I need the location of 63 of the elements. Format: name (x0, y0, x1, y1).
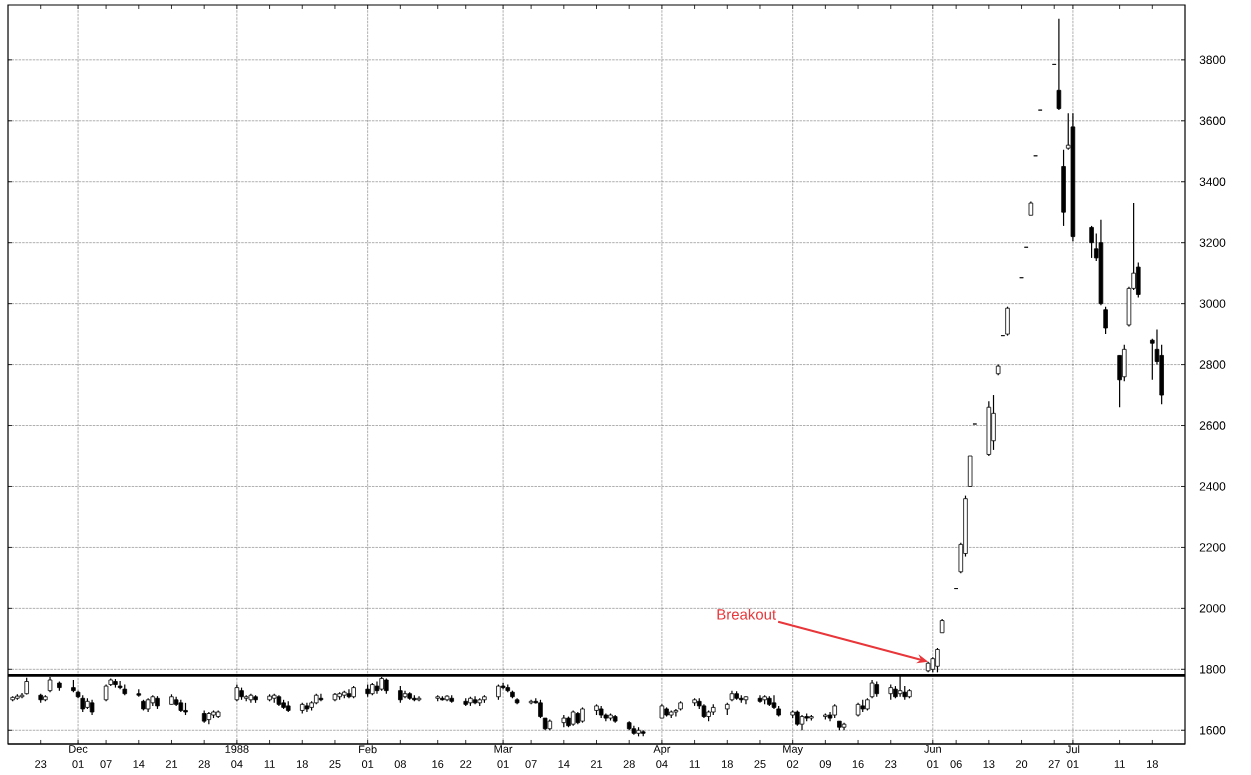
candlestick (318, 693, 324, 702)
y-tick-label: 3400 (1199, 177, 1226, 186)
x2-tick-label: Feb (359, 745, 377, 754)
x-tick-label: 08 (394, 760, 406, 768)
x-tick-label: 01 (361, 760, 374, 768)
x-tick-label: 07 (100, 760, 112, 768)
x-tick-label: 28 (623, 760, 635, 768)
x-tick-label: 01 (72, 760, 84, 768)
x-tick-label: 16 (852, 760, 864, 768)
candlestick (869, 679, 875, 699)
x-tick-label: 09 (819, 760, 831, 768)
x-tick-label: 18 (296, 760, 308, 768)
candlestick (346, 688, 352, 699)
x2-tick-label: Jul (1066, 745, 1080, 754)
x-tick-label: 14 (133, 760, 145, 768)
x-tick-label: 01 (1067, 760, 1079, 768)
x2-tick-label: Dec (69, 745, 88, 753)
x2-tick-label: 1988 (225, 745, 249, 753)
x2-tick-label: May (783, 745, 803, 755)
x-tick-label: 11 (1114, 760, 1125, 768)
x-tick-label: 25 (754, 760, 766, 768)
candlestick (1103, 306, 1108, 335)
x-tick-label: 18 (1147, 760, 1158, 768)
x-tick-label: 06 (950, 760, 962, 768)
x-tick-label: 01 (497, 760, 509, 768)
y-tick-label: 1800 (1200, 665, 1226, 674)
x-tick-label: 21 (590, 760, 603, 768)
x-tick-label: 11 (689, 760, 700, 768)
x-tick-label: 07 (525, 760, 537, 768)
x-tick-label: 21 (165, 760, 178, 768)
candlestick (1089, 225, 1094, 259)
x-tick-label: 18 (722, 760, 733, 768)
x-tick-label: 04 (231, 760, 243, 768)
x2-tick-label: Mar (494, 745, 513, 753)
candlestick (1056, 18, 1062, 111)
x-tick-label: 25 (329, 760, 341, 768)
x-tick-label: 14 (558, 760, 570, 768)
x-tick-label: 02 (787, 760, 799, 768)
x-tick-label: 20 (1015, 760, 1028, 768)
x-tick-label: 23 (885, 760, 897, 768)
x-tick-label: 11 (264, 760, 275, 768)
annotation: Breakout (717, 608, 777, 620)
x-tick-label: 01 (927, 760, 939, 768)
y-tick-label: 3200 (1199, 238, 1226, 247)
y-tick-label: 2600 (1199, 421, 1226, 430)
x-tick-label: 22 (460, 760, 472, 768)
x-tick-label: 04 (656, 760, 668, 768)
y-tick-label: 2200 (1199, 543, 1226, 552)
candlestick (416, 695, 422, 702)
y-tick-label: 2400 (1199, 482, 1226, 491)
y-tick-label: 2800 (1199, 360, 1226, 369)
x-tick-label: 16 (432, 760, 444, 768)
x-tick-label: 28 (198, 760, 210, 768)
x-tick-label: 27 (1048, 760, 1060, 768)
x2-tick-label: Jun (924, 745, 941, 753)
y-tick-label: 2000 (1199, 604, 1226, 613)
y-tick-label: 3000 (1199, 299, 1226, 308)
y-tick-label: 1600 (1200, 726, 1226, 735)
y-tick-label: 3600 (1199, 116, 1226, 126)
x-tick-label: 23 (35, 760, 47, 768)
x2-tick-label: Apr (653, 745, 671, 755)
x-tick-label: 13 (983, 760, 995, 768)
y-tick-label: 3800 (1199, 55, 1226, 65)
